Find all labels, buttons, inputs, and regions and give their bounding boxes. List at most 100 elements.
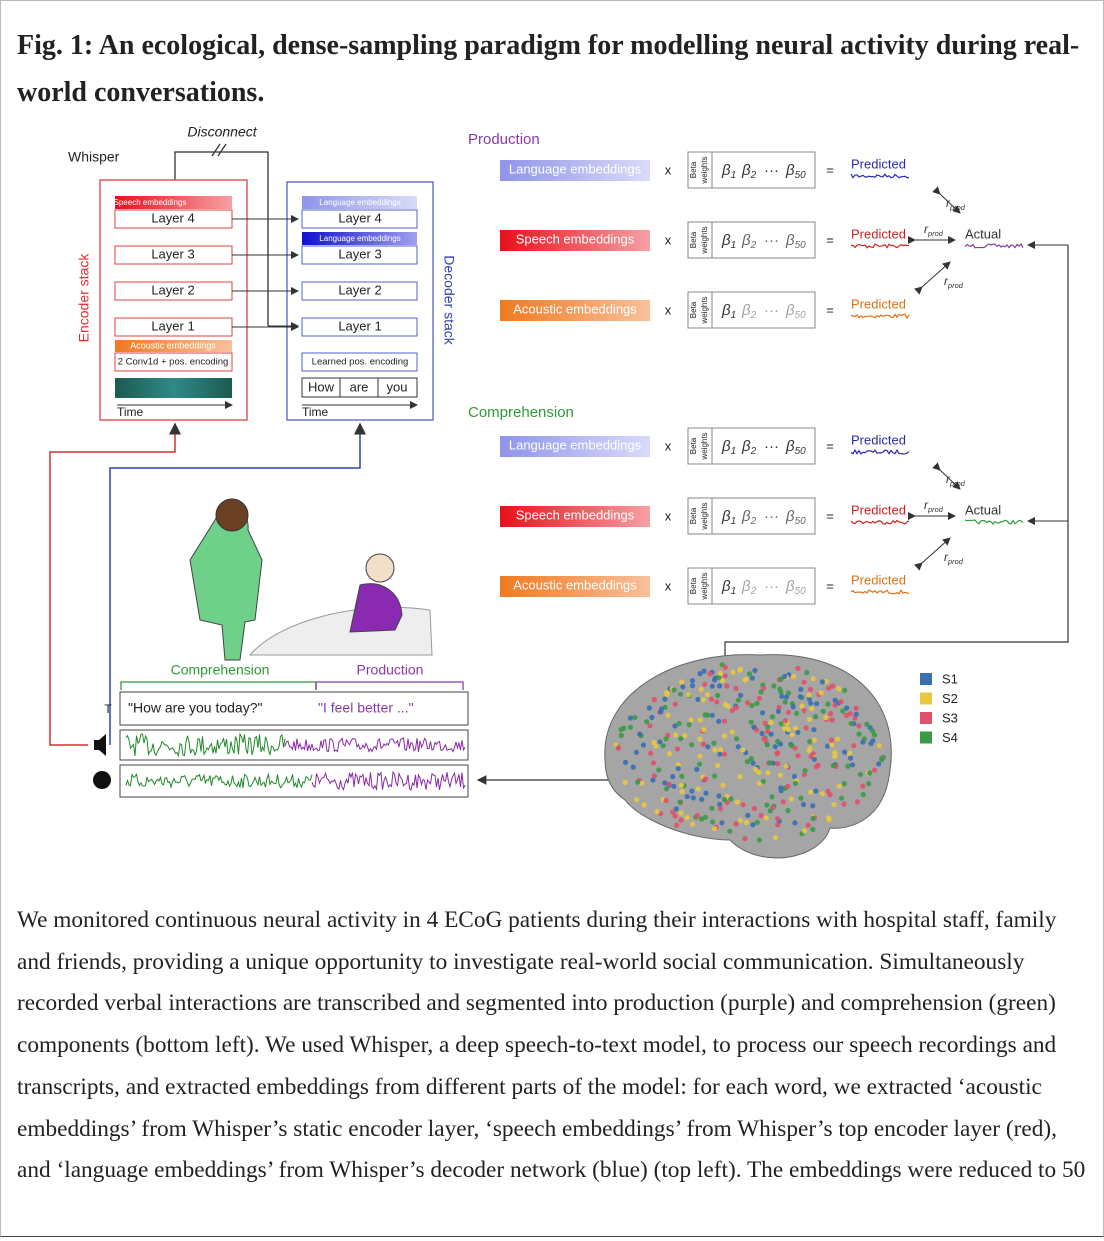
- brain: [604, 654, 892, 859]
- figure: Whisper Disconnect Encoder stack Decoder st…: [49, 124, 1069, 859]
- electrode: [712, 773, 718, 779]
- electrode: [719, 820, 725, 826]
- electrode: [800, 801, 807, 808]
- connector: [914, 537, 951, 571]
- symbol-subscript: 2: [750, 586, 757, 597]
- symbol: β50: [785, 162, 806, 181]
- electrode: [697, 753, 703, 759]
- connector: [284, 737, 466, 753]
- electrode: [734, 736, 740, 742]
- electrode: [845, 763, 851, 769]
- symbol: rprod: [944, 550, 964, 566]
- electrode: [717, 806, 724, 812]
- embedding-bar: [115, 340, 232, 352]
- electrode: [709, 712, 715, 718]
- electrode: [838, 699, 844, 705]
- electrode: [651, 773, 658, 779]
- electrode: [772, 744, 778, 750]
- label: Beta: [689, 437, 698, 454]
- symbol-subscript: 50: [795, 516, 807, 527]
- coefficient: β1: [721, 438, 736, 457]
- electrode: [754, 819, 760, 825]
- label: Language embeddings: [319, 198, 400, 207]
- symbol-subscript: prod: [927, 505, 944, 514]
- electrode: [810, 676, 816, 682]
- symbol-main: β: [785, 162, 795, 179]
- electrode: [798, 795, 804, 801]
- electrode: [704, 712, 711, 718]
- electrode: [734, 799, 740, 805]
- electrode: [750, 822, 756, 828]
- embedding-bar: [115, 196, 232, 209]
- electrode: [694, 766, 700, 773]
- electrode: [866, 781, 872, 787]
- electrode: [674, 822, 680, 829]
- electrode: [663, 736, 669, 742]
- symbol: β50: [785, 508, 806, 527]
- electrode: [666, 781, 672, 787]
- electrode: [639, 780, 645, 786]
- electrode: [735, 697, 742, 703]
- electrode: [671, 687, 677, 693]
- symbol: β50: [785, 232, 806, 251]
- label: =: [826, 578, 834, 593]
- electrode: [704, 692, 711, 698]
- connector: [850, 313, 910, 320]
- symbol-main: ···: [764, 438, 779, 455]
- electrode: [785, 709, 792, 715]
- symbol: ···: [764, 508, 779, 525]
- electrode: [702, 681, 708, 687]
- label: Acoustic embeddings: [513, 301, 637, 316]
- electrode: [716, 718, 722, 724]
- symbol: ···: [764, 302, 779, 319]
- coefficient: β1: [721, 578, 736, 597]
- electrode: [678, 810, 684, 816]
- symbol: β1: [721, 578, 736, 597]
- electrode: [806, 696, 812, 702]
- electrode: [684, 794, 690, 800]
- label: Predicted: [851, 432, 906, 447]
- label: Comprehension: [468, 404, 574, 421]
- symbol-main: ···: [764, 508, 779, 525]
- electrode: [854, 799, 861, 805]
- connector: [315, 681, 464, 690]
- box: [301, 281, 418, 301]
- electrode: [615, 745, 622, 751]
- box: [301, 209, 418, 229]
- electrode: [820, 708, 826, 714]
- electrode: [701, 668, 707, 674]
- beta-box: [687, 567, 816, 605]
- electrode: [856, 731, 862, 737]
- electrode: [648, 750, 654, 756]
- box: [301, 352, 418, 372]
- symbol-subscript: 1: [731, 586, 737, 597]
- electrode: [729, 729, 735, 735]
- electrode: [696, 761, 703, 767]
- symbol-subscript: 50: [795, 310, 807, 321]
- connector: [932, 462, 961, 490]
- coefficient: β2: [741, 438, 757, 457]
- coefficient: β2: [741, 232, 757, 251]
- electrode: [618, 726, 624, 733]
- symbol-main: β: [785, 302, 795, 319]
- symbol-main: β: [741, 302, 751, 319]
- label: x: [665, 438, 672, 453]
- electrode: [768, 731, 774, 737]
- label: weights: [700, 502, 709, 530]
- electrode: [791, 773, 798, 780]
- connector: [850, 588, 910, 595]
- electrode: [702, 814, 709, 821]
- electrode: [826, 685, 832, 691]
- electrode: [825, 701, 831, 707]
- electrode: [670, 809, 676, 815]
- connector: [914, 261, 951, 295]
- electrode: [841, 801, 847, 807]
- electrode: [740, 802, 746, 808]
- symbol-subscript: 50: [795, 586, 807, 597]
- electrode: [663, 797, 669, 804]
- embedding-bar: [302, 232, 417, 245]
- electrode: [803, 725, 809, 731]
- electrode: [830, 763, 837, 769]
- box: [99, 179, 248, 421]
- electrode: [671, 783, 677, 789]
